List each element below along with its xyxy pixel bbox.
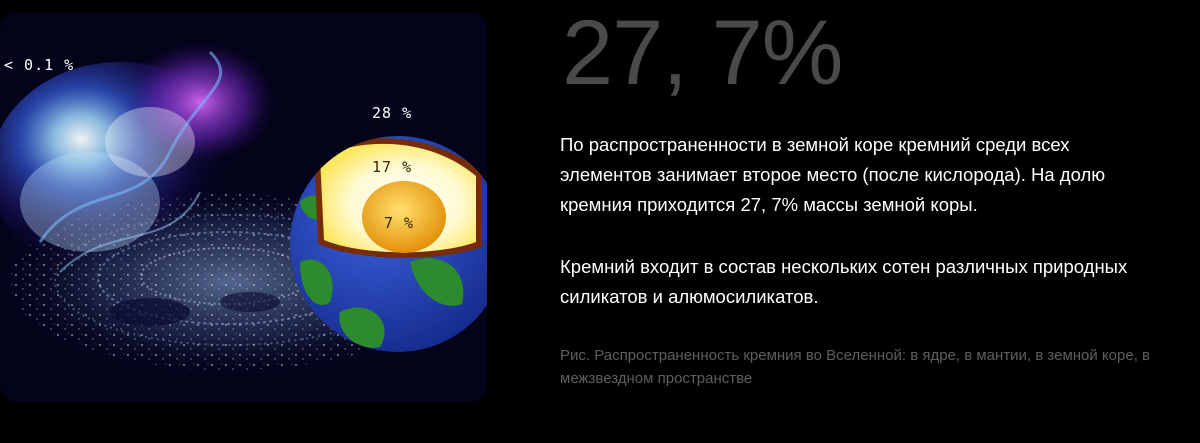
cosmic-earth-illustration: < 0.1 % 28 % 17 % 7 % — [0, 12, 487, 402]
label-core: 7 % — [384, 214, 414, 232]
paragraph-abundance: По распространенности в земной коре крем… — [560, 134, 1106, 215]
label-crust: 28 % — [372, 104, 412, 122]
label-mantle: 17 % — [372, 158, 412, 176]
silicon-abundance-figure: < 0.1 % 28 % 17 % 7 % — [0, 12, 487, 402]
figure-caption: Рис. Распространенность кремния во Вселе… — [560, 347, 1151, 387]
silicon-crust-percentage: 27, 7% — [562, 2, 843, 104]
paragraph-silicates: Кремний входит в состав нескольких сотен… — [560, 256, 1128, 307]
earth-cutaway — [290, 136, 487, 352]
nebula-cloud — [0, 42, 275, 282]
label-interstellar: < 0.1 % — [4, 56, 74, 74]
